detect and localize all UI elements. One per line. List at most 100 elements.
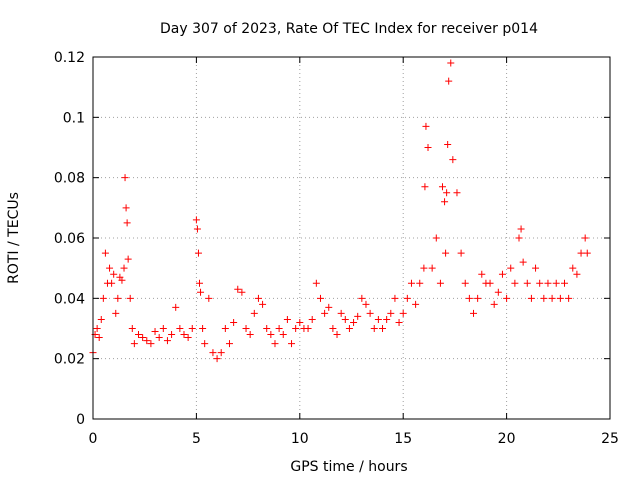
data-point	[444, 140, 452, 148]
data-point	[128, 325, 136, 332]
data-point	[511, 279, 519, 287]
data-point	[403, 294, 411, 302]
plot-frame	[92, 56, 611, 420]
data-point	[436, 279, 444, 287]
data-point	[93, 325, 101, 332]
data-point	[172, 303, 180, 311]
data-point	[254, 294, 262, 302]
data-point	[121, 174, 129, 182]
y-tick-label: 0	[76, 412, 85, 428]
data-point	[515, 234, 523, 242]
data-point	[412, 300, 420, 308]
data-point	[507, 264, 515, 272]
data-point	[143, 337, 151, 345]
data-point	[407, 279, 415, 287]
data-point	[577, 249, 585, 257]
data-point	[194, 249, 202, 257]
data-point	[548, 294, 556, 302]
grid-lines	[93, 57, 610, 419]
x-axis-title: GPS time / hours	[290, 459, 407, 475]
data-point	[478, 270, 486, 278]
data-point	[527, 294, 535, 302]
data-point	[263, 325, 271, 332]
data-point	[461, 279, 469, 287]
data-point	[155, 334, 163, 342]
data-point	[424, 144, 432, 151]
data-point	[337, 309, 345, 317]
data-point	[279, 331, 287, 339]
data-point	[197, 288, 205, 296]
data-point	[168, 331, 176, 339]
data-point	[176, 325, 184, 332]
data-point	[217, 349, 225, 357]
data-point	[230, 318, 238, 326]
data-point	[101, 249, 109, 257]
data-point	[110, 270, 118, 278]
data-point	[519, 258, 527, 266]
data-point	[283, 315, 291, 323]
data-point	[341, 315, 349, 323]
data-point	[387, 309, 395, 317]
data-point	[184, 334, 192, 342]
data-point	[470, 309, 478, 317]
data-point	[354, 312, 362, 320]
y-tick-label: 0.06	[54, 231, 85, 247]
data-point	[97, 315, 105, 323]
data-point	[201, 340, 209, 348]
data-point	[350, 318, 358, 326]
data-point	[221, 325, 229, 332]
data-point	[271, 340, 279, 348]
data-point	[556, 294, 564, 302]
data-point	[304, 325, 312, 332]
data-point	[536, 279, 544, 287]
data-point	[134, 331, 142, 339]
data-point	[259, 300, 267, 308]
data-point	[358, 294, 366, 302]
data-point	[573, 270, 581, 278]
data-point	[163, 337, 171, 345]
data-point	[420, 264, 428, 272]
data-point	[321, 309, 329, 317]
data-point	[246, 331, 254, 339]
data-point	[329, 325, 337, 332]
x-tick-label: 15	[394, 431, 412, 447]
data-point	[95, 334, 103, 342]
data-points	[89, 59, 591, 363]
data-point	[123, 219, 131, 227]
data-point	[118, 276, 126, 284]
x-tick-label: 10	[291, 431, 309, 447]
data-point	[316, 294, 324, 302]
data-point	[296, 318, 304, 326]
data-point	[498, 270, 506, 278]
y-tick-label: 0.1	[63, 110, 85, 126]
data-point	[366, 309, 374, 317]
data-point	[196, 279, 204, 287]
data-point	[374, 315, 382, 323]
x-axis-ticks: 0 5 10 15 20 25	[89, 57, 619, 447]
data-point	[453, 189, 461, 197]
data-point	[199, 325, 207, 332]
data-point	[275, 325, 283, 332]
data-point	[523, 279, 531, 287]
data-point	[442, 249, 450, 257]
data-point	[517, 225, 525, 233]
data-point	[151, 328, 159, 336]
x-tick-label: 20	[498, 431, 516, 447]
data-point	[428, 264, 436, 272]
x-tick-label: 5	[192, 431, 201, 447]
data-point	[120, 264, 128, 272]
data-point	[362, 300, 370, 308]
data-point	[561, 279, 569, 287]
data-point	[234, 285, 242, 293]
data-point	[288, 340, 296, 348]
y-tick-label: 0.08	[54, 171, 85, 187]
chart-title: Day 307 of 2023, Rate Of TEC Index for r…	[160, 21, 538, 37]
data-point	[583, 249, 591, 257]
data-point	[333, 331, 341, 339]
data-point	[130, 340, 138, 348]
data-point	[540, 294, 548, 302]
data-point	[457, 249, 465, 257]
data-point	[112, 309, 120, 317]
data-point	[443, 189, 451, 197]
